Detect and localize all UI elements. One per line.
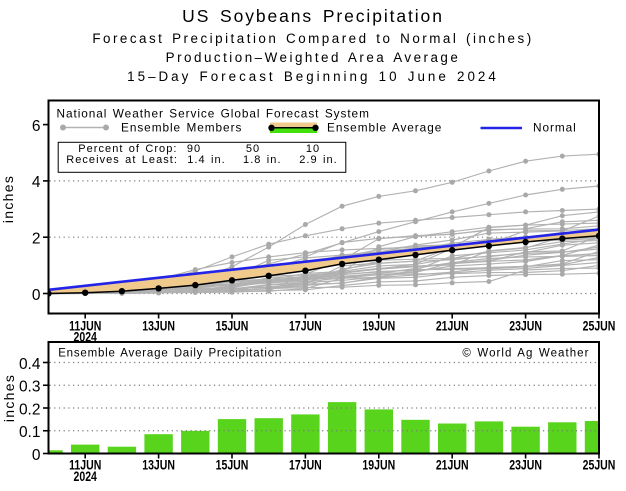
svg-text:1.8 in.: 1.8 in. (243, 154, 282, 166)
svg-text:0.2: 0.2 (19, 401, 41, 418)
svg-text:13JUN: 13JUN (142, 318, 175, 334)
svg-text:2024: 2024 (73, 469, 97, 485)
svg-text:Normal: Normal (533, 121, 577, 135)
svg-text:21JUN: 21JUN (436, 457, 469, 473)
svg-text:15JUN: 15JUN (216, 457, 249, 473)
svg-text:0.3: 0.3 (19, 379, 41, 396)
svg-text:inches: inches (0, 175, 16, 223)
svg-text:90: 90 (187, 143, 201, 155)
svg-text:23JUN: 23JUN (509, 318, 542, 334)
svg-text:US Soybeans Precipitation: US Soybeans Precipitation (182, 6, 444, 26)
svg-text:Ensemble Average: Ensemble Average (327, 121, 442, 135)
svg-text:Forecast Precipitation Compare: Forecast Precipitation Compared to Norma… (92, 31, 533, 46)
svg-text:0.1: 0.1 (19, 424, 41, 441)
svg-text:13JUN: 13JUN (142, 457, 175, 473)
svg-text:19JUN: 19JUN (362, 318, 395, 334)
svg-text:inches: inches (1, 374, 17, 422)
svg-text:Ensemble Members: Ensemble Members (121, 121, 242, 135)
svg-text:0: 0 (32, 287, 41, 304)
svg-text:15–Day Forecast Beginning 10 J: 15–Day Forecast Beginning 10 June 2024 (127, 69, 499, 84)
svg-text:Percent of Crop:: Percent of Crop: (78, 143, 177, 155)
svg-text:© World Ag Weather: © World Ag Weather (462, 348, 589, 360)
svg-text:11JUN: 11JUN (69, 457, 101, 473)
svg-text:Ensemble Average Daily Precipi: Ensemble Average Daily Precipitation (58, 348, 282, 360)
svg-text:Receives at Least:: Receives at Least: (66, 154, 178, 166)
svg-text:15JUN: 15JUN (216, 318, 249, 334)
svg-text:6: 6 (32, 118, 41, 135)
svg-text:1.4 in.: 1.4 in. (187, 154, 226, 166)
svg-text:0.4: 0.4 (19, 356, 41, 373)
svg-text:21JUN: 21JUN (436, 318, 469, 334)
svg-text:2024: 2024 (73, 329, 97, 345)
svg-text:Production–Weighted Area Avera: Production–Weighted Area Average (166, 50, 461, 65)
svg-text:50: 50 (246, 143, 260, 155)
svg-text:23JUN: 23JUN (509, 457, 542, 473)
svg-text:0: 0 (32, 447, 41, 464)
svg-text:17JUN: 17JUN (289, 457, 322, 473)
svg-text:19JUN: 19JUN (362, 457, 395, 473)
svg-text:10: 10 (306, 143, 320, 155)
svg-text:4: 4 (32, 174, 41, 191)
svg-text:2: 2 (32, 231, 41, 248)
svg-text:2.9 in.: 2.9 in. (299, 154, 338, 166)
svg-text:National Weather Service Globa: National Weather Service Global Forecast… (57, 107, 370, 121)
svg-text:25JUN: 25JUN (583, 318, 616, 334)
svg-text:25JUN: 25JUN (583, 457, 616, 473)
svg-text:11JUN: 11JUN (69, 318, 101, 334)
svg-text:17JUN: 17JUN (289, 318, 322, 334)
